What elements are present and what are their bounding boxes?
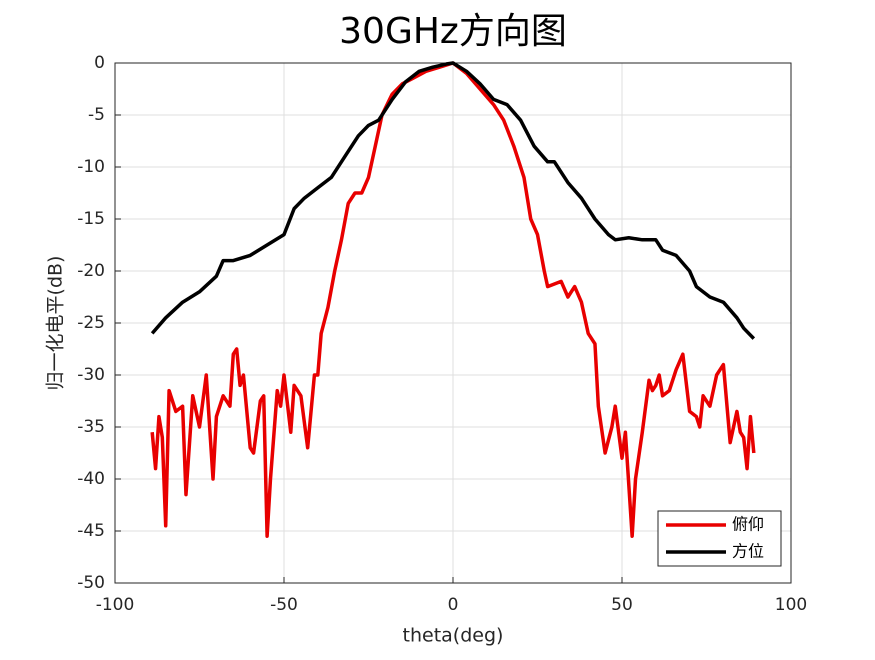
y-axis-label: 归一化电平(dB)	[45, 256, 67, 391]
y-tick-label: -50	[77, 573, 105, 593]
y-tick-label: -15	[77, 209, 105, 229]
legend-label: 俯仰	[732, 515, 764, 534]
legend-label: 方位	[732, 542, 764, 561]
y-tick-label: -40	[77, 469, 105, 489]
y-tick-label: -5	[88, 105, 105, 125]
x-tick-label: 0	[448, 595, 459, 615]
y-tick-label: -30	[77, 365, 105, 385]
y-tick-label: -20	[77, 261, 105, 281]
legend-box	[657, 510, 782, 567]
y-tick-label: -10	[77, 157, 105, 177]
line-series	[150, 61, 756, 538]
x-tick-label: -100	[96, 595, 135, 615]
chart-title: 30GHz方向图	[339, 11, 567, 52]
y-tick-label: 0	[94, 53, 105, 73]
x-tick-label: 100	[775, 595, 807, 615]
line-series	[150, 61, 756, 340]
y-tick-label: -25	[77, 313, 105, 333]
y-tick-label: -45	[77, 521, 105, 541]
x-axis-label: theta(deg)	[403, 625, 504, 647]
x-tick-label: 50	[611, 595, 633, 615]
x-tick-label: -50	[270, 595, 298, 615]
y-tick-label: -35	[77, 417, 105, 437]
